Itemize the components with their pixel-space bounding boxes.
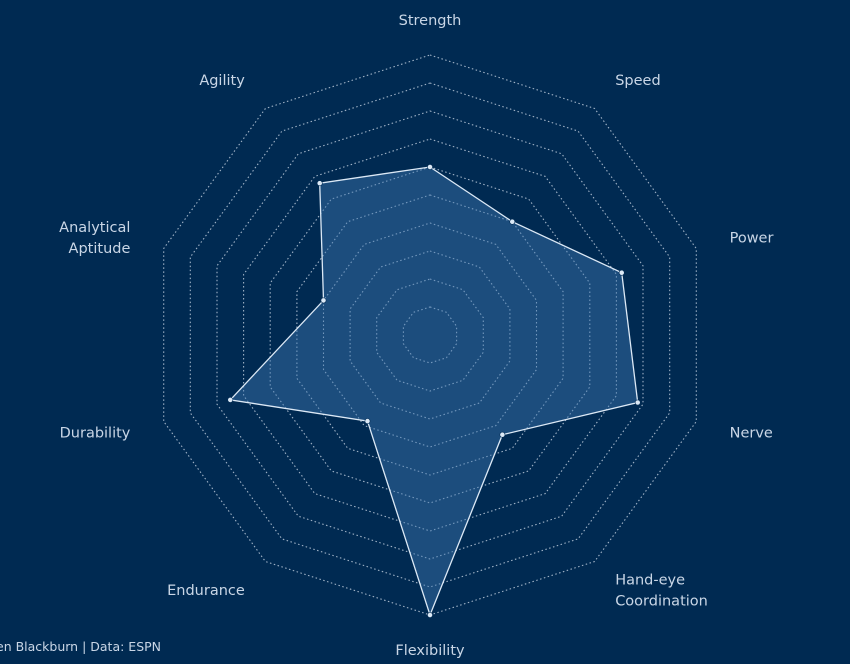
axis-label-2: Speed — [615, 73, 660, 89]
grid-ring-8 — [216, 110, 644, 560]
radar-series — [227, 164, 641, 618]
data-point-5[interactable] — [499, 431, 506, 438]
grid-ring-1 — [402, 306, 458, 364]
grid-ring-6 — [269, 166, 591, 504]
grid-ring-2 — [376, 278, 484, 392]
series-area — [228, 166, 639, 617]
axis-label-5: Hand-eye Coordination — [615, 572, 708, 609]
data-point-9[interactable] — [320, 297, 327, 304]
axis-label-7: Endurance — [167, 583, 245, 599]
grid-ring-3 — [349, 250, 511, 420]
axis-label-8: Durability — [60, 425, 131, 441]
data-point-10[interactable] — [316, 180, 323, 187]
data-point-3[interactable] — [618, 269, 625, 276]
grid-ring-5 — [296, 194, 564, 476]
axis-label-3: Power — [730, 231, 774, 247]
axis-labels: Strength Speed Power Nerve Hand-eye Coordinat… — [59, 13, 773, 659]
grid-ring-4 — [322, 222, 538, 448]
axis-label-4: Nerve — [730, 425, 773, 441]
data-credit: en Blackburn | Data: ESPN — [0, 639, 162, 654]
axis-label-6: Flexibility — [395, 643, 465, 659]
data-point-8[interactable] — [227, 396, 234, 403]
axis-label-1: Strength — [399, 13, 462, 29]
data-point-4[interactable] — [634, 399, 641, 406]
data-point-2[interactable] — [509, 218, 516, 225]
axis-label-10: Agility — [199, 73, 245, 89]
data-point-7[interactable] — [364, 418, 371, 424]
data-point-6[interactable] — [427, 612, 433, 618]
data-point-1[interactable] — [427, 164, 433, 170]
axis-label-9: Analytical Aptitude — [59, 220, 130, 257]
